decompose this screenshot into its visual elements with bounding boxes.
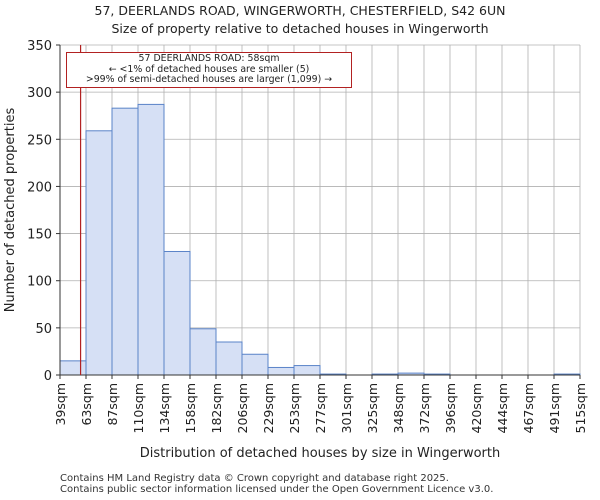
x-axis-label: Distribution of detached houses by size … <box>140 446 501 461</box>
x-tick-label: 134sqm <box>157 383 172 433</box>
histogram-bar <box>215 341 243 376</box>
x-tick-label: 87sqm <box>105 383 120 426</box>
chart-title: 57, DEERLANDS ROAD, WINGERWORTH, CHESTER… <box>94 3 506 18</box>
x-tick-label: 110sqm <box>131 383 146 433</box>
x-tick-label: 348sqm <box>391 383 406 433</box>
x-tick-label: 420sqm <box>469 383 484 433</box>
footer-line-2: Contains public sector information licen… <box>60 484 494 495</box>
y-tick-label: 350 <box>27 39 52 54</box>
x-tick-label: 325sqm <box>365 383 380 433</box>
y-tick-label: 200 <box>27 180 52 195</box>
annotation-line-3: >99% of semi-detached houses are larger … <box>85 74 333 85</box>
x-tick-label: 467sqm <box>521 383 536 433</box>
y-tick-label: 300 <box>27 86 52 101</box>
histogram-bar <box>189 328 217 376</box>
y-tick-label: 50 <box>35 322 52 337</box>
x-tick-label: 229sqm <box>261 383 276 433</box>
y-tick-label: 250 <box>27 133 52 148</box>
x-tick-label: 253sqm <box>287 383 302 433</box>
histogram-bar <box>137 103 165 376</box>
x-tick-label: 277sqm <box>313 383 328 433</box>
x-tick-label: 39sqm <box>53 383 68 426</box>
footer-line-1: Contains HM Land Registry data © Crown c… <box>60 473 449 484</box>
x-tick-label: 491sqm <box>547 383 562 433</box>
x-tick-label: 158sqm <box>183 383 198 433</box>
y-tick-label: 100 <box>27 275 52 290</box>
histogram-bar <box>241 353 269 376</box>
histogram-bar <box>293 365 321 376</box>
x-tick-label: 515sqm <box>573 383 588 433</box>
x-tick-label: 301sqm <box>339 383 354 433</box>
x-tick-label: 63sqm <box>79 383 94 426</box>
y-tick-label: 0 <box>44 369 52 384</box>
histogram-bar <box>111 107 139 376</box>
y-axis-label: Number of detached properties <box>3 108 18 313</box>
x-tick-label: 182sqm <box>209 383 224 433</box>
x-tick-label: 206sqm <box>235 383 250 433</box>
histogram-bar <box>163 250 191 376</box>
histogram-bar <box>59 360 87 376</box>
y-tick-label: 150 <box>27 228 52 243</box>
property-annotation: 57 DEERLANDS ROAD: 58sqm ← <1% of detach… <box>66 52 352 88</box>
x-tick-label: 444sqm <box>495 383 510 433</box>
annotation-line-2: ← <1% of detached houses are smaller (5) <box>108 63 310 75</box>
histogram-bar <box>85 130 113 376</box>
chart-subtitle: Size of property relative to detached ho… <box>111 21 489 36</box>
annotation-line-1: 57 DEERLANDS ROAD: 58sqm <box>138 53 280 64</box>
x-tick-label: 372sqm <box>417 383 432 433</box>
x-tick-label: 396sqm <box>443 383 458 433</box>
histogram-bar <box>267 366 295 376</box>
